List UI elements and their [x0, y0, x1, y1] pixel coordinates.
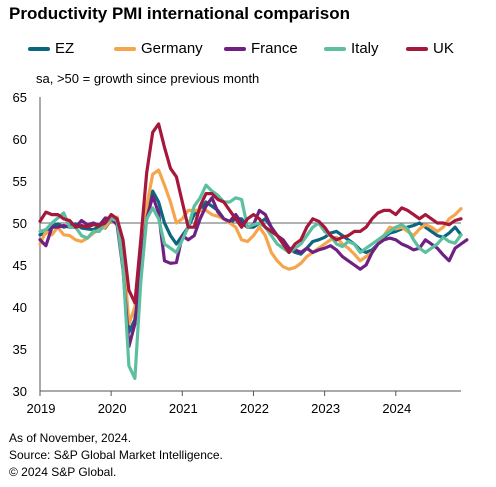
y-tick-label: 40	[13, 300, 27, 315]
x-tick-label: 2022	[240, 401, 269, 416]
y-tick-label: 60	[13, 132, 27, 147]
legend-item-germany: Germany	[114, 40, 203, 57]
x-tick-label: 2021	[169, 401, 198, 416]
legend-swatch-germany	[114, 46, 136, 51]
y-tick-label: 65	[13, 90, 27, 105]
series-line-germany	[38, 168, 463, 326]
legend-swatch-uk	[406, 46, 428, 51]
y-tick-label: 55	[13, 174, 27, 189]
legend: EZ Germany France Italy UK	[28, 40, 488, 60]
y-tick-label: 45	[13, 258, 27, 273]
footer-source: Source: S&P Global Market Intelligence.	[9, 448, 223, 462]
x-tick-label: 2020	[98, 401, 127, 416]
legend-item-italy: Italy	[324, 40, 379, 57]
chart-title: Productivity PMI international compariso…	[9, 4, 350, 23]
legend-item-france: France	[224, 40, 298, 57]
legend-swatch-france	[224, 46, 246, 51]
series-line-france	[38, 194, 469, 349]
series-line-uk	[38, 122, 463, 305]
legend-item-ez: EZ	[28, 40, 74, 57]
y-tick-label: 50	[13, 216, 27, 231]
series-line-italy	[38, 183, 463, 380]
legend-label-france: France	[251, 40, 298, 57]
y-tick-label: 35	[13, 342, 27, 357]
footer-copyright: © 2024 S&P Global.	[9, 465, 117, 479]
legend-label-germany: Germany	[141, 40, 203, 57]
footer-note: As of November, 2024.	[9, 431, 132, 445]
legend-label-italy: Italy	[351, 40, 379, 57]
x-tick-label: 2019	[27, 401, 56, 416]
legend-label-ez: EZ	[55, 40, 75, 57]
legend-item-uk: UK	[406, 40, 454, 57]
chart-subtitle: sa, >50 = growth since previous month	[36, 71, 260, 86]
x-tick-label: 2023	[311, 401, 340, 416]
legend-swatch-ez	[28, 46, 50, 51]
legend-label-uk: UK	[433, 40, 454, 57]
legend-swatch-italy	[324, 46, 346, 51]
x-tick-label: 2024	[382, 401, 411, 416]
y-tick-label: 30	[13, 384, 27, 399]
